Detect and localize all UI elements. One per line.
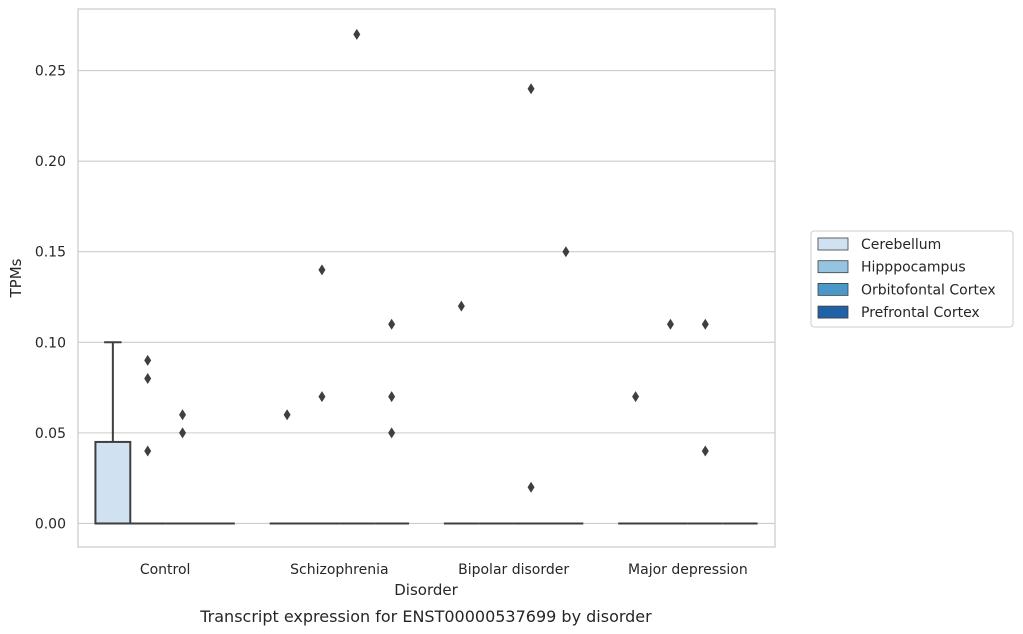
box-0-0	[94, 341, 132, 525]
legend-label: Hipppocampus	[861, 260, 966, 276]
y-axis-title: TPMs	[7, 258, 25, 298]
outlier-point	[632, 391, 640, 403]
outlier-point	[527, 83, 535, 95]
box-1-2	[339, 28, 375, 525]
outlier-point	[562, 246, 570, 258]
x-tick-label: Bipolar disorder	[458, 562, 569, 578]
legend-label: Orbitofontal Cortex	[861, 282, 996, 298]
box-1-0	[269, 409, 305, 525]
outlier-point	[388, 427, 396, 439]
outlier-point	[144, 445, 152, 457]
outlier-point	[318, 264, 326, 276]
x-axis-title: Disorder	[394, 581, 458, 599]
legend-label: Cerebellum	[861, 237, 941, 253]
outlier-point	[179, 409, 187, 421]
x-tick-label: Major depression	[628, 562, 748, 578]
legend: Cerebellum Hipppocampus Orbitofontal Corte…	[810, 230, 1014, 328]
outlier-point	[666, 318, 674, 330]
box-2-3	[548, 246, 584, 525]
box-iqr	[94, 440, 132, 525]
x-tick-label: Schizophrenia	[290, 562, 388, 578]
outlier-point	[701, 445, 709, 457]
legend-swatch	[817, 282, 849, 296]
outlier-point	[388, 318, 396, 330]
outlier-point	[353, 28, 361, 40]
chart-caption: Transcript expression for ENST0000053769…	[199, 607, 652, 626]
outlier-point	[179, 427, 187, 439]
box-3-2	[687, 318, 723, 525]
box-3-0	[618, 391, 654, 525]
legend-swatch	[817, 305, 849, 319]
box-0-2	[165, 409, 200, 525]
box-0-1	[130, 354, 166, 525]
x-tick-label: Control	[140, 562, 191, 578]
legend-frame	[810, 230, 1014, 328]
y-axis-ticks: 0.00 0.05 0.10 0.15 0.20 0.25	[35, 64, 66, 533]
outlier-point	[701, 318, 709, 330]
plot-marks	[94, 28, 758, 525]
outlier-point	[388, 391, 396, 403]
grid-lines	[78, 70, 775, 525]
outlier-point	[283, 409, 291, 421]
outlier-point	[144, 354, 152, 366]
outlier-point	[527, 481, 535, 493]
outlier-point	[144, 373, 152, 385]
legend-swatch	[817, 237, 849, 251]
box-2-0	[443, 300, 479, 525]
box-1-1	[304, 264, 340, 525]
box-1-3	[374, 318, 410, 525]
y-tick-label: 0.20	[35, 154, 66, 170]
legend-swatch	[817, 260, 849, 274]
plot-frame	[77, 8, 776, 548]
y-tick-label: 0.05	[35, 426, 66, 442]
legend-label: Prefrontal Cortex	[861, 305, 980, 321]
y-tick-label: 0.10	[35, 335, 66, 351]
box-2-2	[513, 83, 549, 525]
outlier-point	[457, 300, 465, 312]
y-tick-label: 0.15	[35, 245, 66, 261]
y-tick-label: 0.00	[35, 516, 66, 532]
x-axis-ticks: Control Schizophrenia Bipolar disorder Majo…	[140, 562, 748, 578]
outlier-point	[318, 391, 326, 403]
box-3-1	[653, 318, 688, 525]
y-tick-label: 0.25	[35, 64, 66, 80]
